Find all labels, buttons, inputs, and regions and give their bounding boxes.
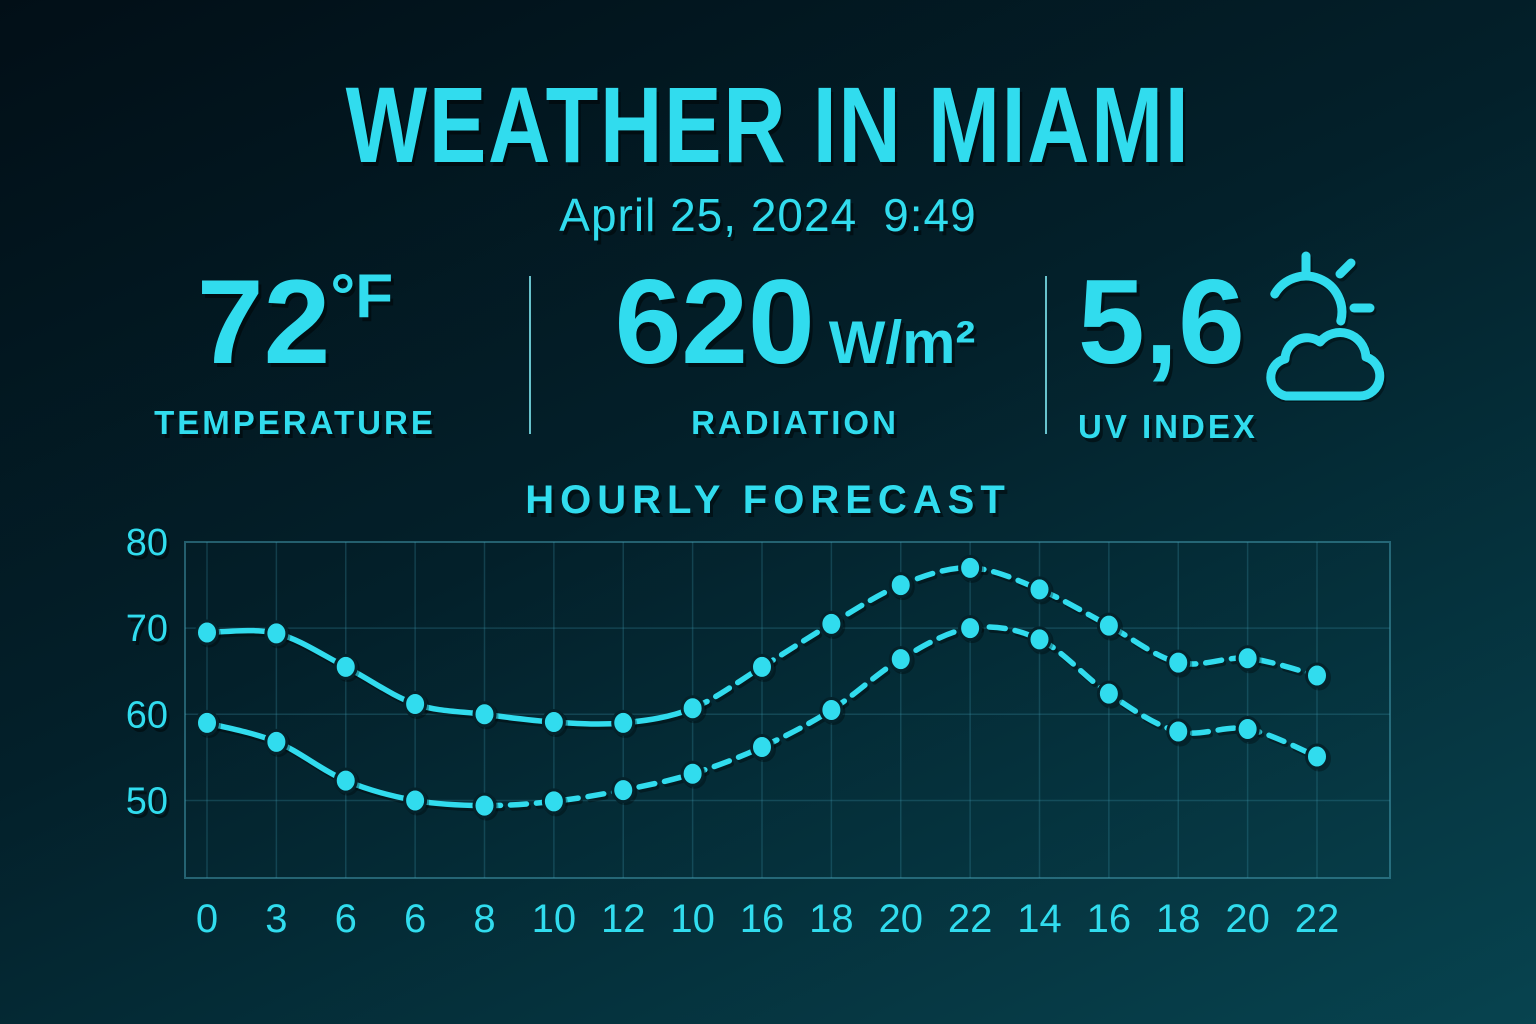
upper-temperature-point bbox=[819, 610, 844, 637]
upper-temperature-point bbox=[403, 690, 428, 717]
uv-index-label: UV INDEX bbox=[1078, 408, 1258, 445]
lower-temperature-point bbox=[1166, 718, 1191, 745]
sun-ray-diagonal bbox=[1335, 258, 1356, 279]
radiation-value-row: 620 W/m² bbox=[590, 262, 1000, 382]
temperature-value: 72 bbox=[196, 255, 331, 389]
upper-temperature-point bbox=[1096, 612, 1121, 639]
temperature-unit: °F bbox=[330, 262, 394, 331]
upper-temperature-point bbox=[333, 653, 358, 680]
lower-temperature-point bbox=[958, 615, 983, 642]
x-tick-label: 8 bbox=[473, 897, 495, 941]
lower-temperature-point bbox=[333, 767, 358, 794]
date-label: April 25, 2024 bbox=[559, 189, 858, 241]
upper-temperature-point bbox=[1027, 576, 1052, 603]
x-tick-label: 20 bbox=[879, 897, 924, 941]
x-tick-label: 0 bbox=[196, 897, 218, 941]
lower-temperature-point bbox=[541, 788, 566, 815]
date-time-row: April 25, 2024 9:49 bbox=[0, 188, 1536, 242]
x-tick-label: 22 bbox=[948, 897, 993, 941]
lower-temperature-point bbox=[472, 792, 497, 819]
radiation-label: RADIATION bbox=[691, 404, 899, 441]
lower-temperature-point bbox=[264, 728, 289, 755]
x-tick-label: 3 bbox=[265, 897, 287, 941]
lower-temperature-point bbox=[750, 734, 774, 761]
lower-temperature-point bbox=[680, 760, 705, 787]
x-tick-label: 10 bbox=[670, 897, 715, 941]
x-tick-label: 10 bbox=[532, 897, 577, 941]
x-tick-label: 20 bbox=[1225, 897, 1270, 941]
upper-temperature-point bbox=[195, 619, 219, 646]
temperature-value-row: 72°F bbox=[110, 262, 480, 382]
y-tick-label: 50 bbox=[126, 780, 168, 822]
upper-temperature-line-dashed bbox=[689, 565, 1320, 712]
x-tick-label: 18 bbox=[809, 897, 854, 941]
temperature-stat: 72°F TEMPERATURE bbox=[110, 262, 480, 442]
uv-index-value: 5,6 bbox=[1078, 255, 1245, 389]
x-tick-label: 14 bbox=[1017, 897, 1062, 941]
page-title: WEATHER IN MIAMI bbox=[345, 64, 1191, 185]
cloud-outline bbox=[1266, 328, 1385, 401]
x-tick-label: 16 bbox=[1087, 897, 1132, 941]
temperature-label: TEMPERATURE bbox=[154, 404, 436, 441]
x-tick-label: 6 bbox=[404, 897, 426, 941]
x-tick-label: 12 bbox=[601, 897, 646, 941]
stat-divider bbox=[1045, 276, 1047, 434]
lower-temperature-point bbox=[1027, 626, 1052, 653]
chart-title: HOURLY FORECAST bbox=[525, 478, 1011, 522]
y-tick-label: 80 bbox=[126, 522, 168, 564]
upper-temperature-point bbox=[958, 554, 983, 581]
upper-temperature-point bbox=[611, 709, 636, 736]
stat-divider bbox=[529, 276, 531, 434]
lower-temperature-point bbox=[1096, 680, 1121, 707]
x-tick-label: 18 bbox=[1156, 897, 1201, 941]
upper-temperature-point bbox=[1305, 662, 1329, 689]
radiation-unit: W/m² bbox=[828, 309, 976, 376]
lower-temperature-point bbox=[1235, 715, 1260, 742]
lower-temperature-point bbox=[888, 646, 913, 673]
lower-temperature-point bbox=[195, 709, 219, 736]
upper-temperature-point bbox=[888, 572, 913, 599]
sun-behind-cloud-icon bbox=[1266, 251, 1385, 401]
time-label: 9:49 bbox=[883, 189, 977, 241]
upper-temperature-point bbox=[472, 701, 497, 728]
y-tick-label: 70 bbox=[126, 608, 168, 650]
lower-temperature-point bbox=[819, 697, 844, 723]
lower-temperature-point bbox=[1305, 743, 1329, 770]
x-tick-label: 16 bbox=[740, 897, 785, 941]
uv-index-stat: 5,6 UV INDEX bbox=[1078, 262, 1278, 446]
x-tick-label: 6 bbox=[335, 897, 357, 941]
upper-temperature-point bbox=[1166, 649, 1191, 676]
upper-temperature-point bbox=[680, 695, 705, 722]
upper-temperature-point bbox=[1235, 645, 1260, 672]
sun-arc bbox=[1270, 271, 1347, 326]
lower-temperature-point bbox=[611, 777, 636, 804]
radiation-stat: 620 W/m² RADIATION bbox=[590, 262, 1000, 442]
plot-frame bbox=[184, 541, 1391, 879]
y-tick-label: 60 bbox=[126, 694, 168, 736]
x-tick-label: 22 bbox=[1295, 897, 1340, 941]
radiation-value: 620 bbox=[614, 255, 815, 389]
lower-temperature-point bbox=[403, 787, 428, 814]
upper-temperature-point bbox=[541, 709, 566, 736]
upper-temperature-point bbox=[750, 653, 774, 680]
upper-temperature-point bbox=[264, 620, 289, 647]
